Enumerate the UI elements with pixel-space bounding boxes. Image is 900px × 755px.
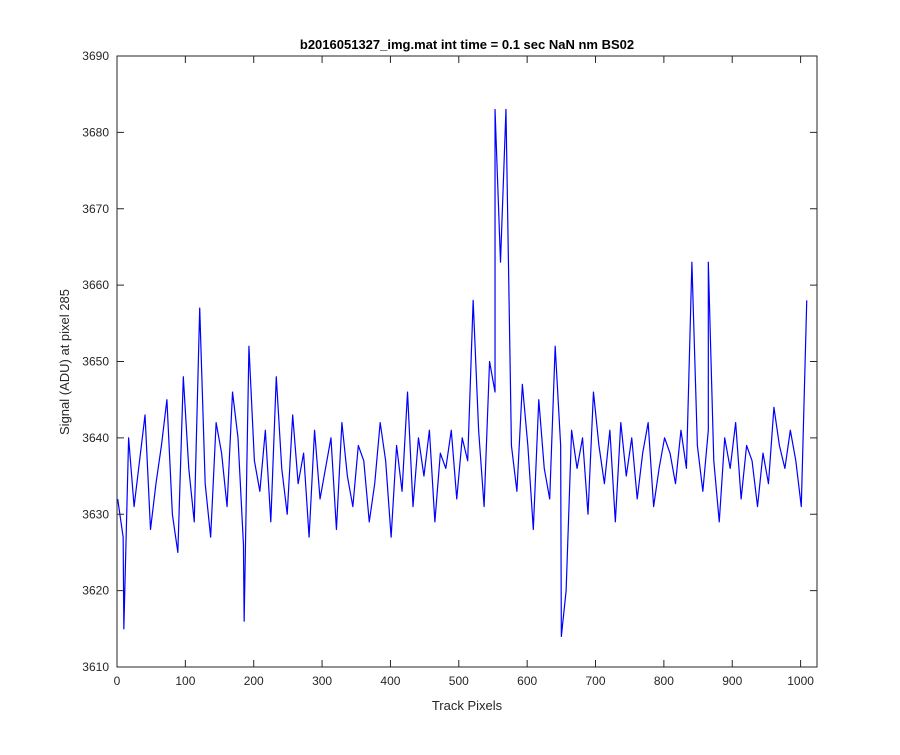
x-tick-label: 100 [175, 674, 195, 688]
x-tick-label: 200 [244, 674, 264, 688]
data-layer [117, 108, 808, 638]
x-tick-label: 700 [586, 674, 606, 688]
plot-frame [116, 55, 818, 668]
y-tick-label: 3640 [82, 431, 109, 445]
x-tick-label: 0 [114, 674, 121, 688]
y-tick-label: 3680 [82, 125, 109, 139]
x-tick-label: 900 [722, 674, 742, 688]
x-tick-label: 800 [654, 674, 674, 688]
y-axis-ticks: 3610 3620 3630 3640 3650 3660 3670 3680 3690 [82, 49, 817, 674]
x-tick-label: 300 [312, 674, 332, 688]
x-tick-label: 500 [449, 674, 469, 688]
y-tick-label: 3670 [82, 202, 109, 216]
series-line [117, 108, 808, 638]
x-tick-label: 400 [380, 674, 400, 688]
y-tick-label: 3620 [82, 584, 109, 598]
y-tick-label: 3690 [82, 49, 109, 63]
x-tick-label: 600 [517, 674, 537, 688]
x-axis-ticks: 0 100 200 300 400 500 600 700 800 900 1000 [114, 56, 814, 688]
y-tick-label: 3650 [82, 355, 109, 369]
y-tick-label: 3610 [82, 660, 109, 674]
y-tick-label: 3630 [82, 507, 109, 521]
y-tick-label: 3660 [82, 278, 109, 292]
chart-title: b2016051327_img.mat int time = 0.1 sec N… [300, 37, 634, 52]
y-axis-label: Signal (ADU) at pixel 285 [57, 289, 72, 435]
x-axis-label: Track Pixels [432, 698, 503, 713]
x-tick-label: 1000 [787, 674, 814, 688]
